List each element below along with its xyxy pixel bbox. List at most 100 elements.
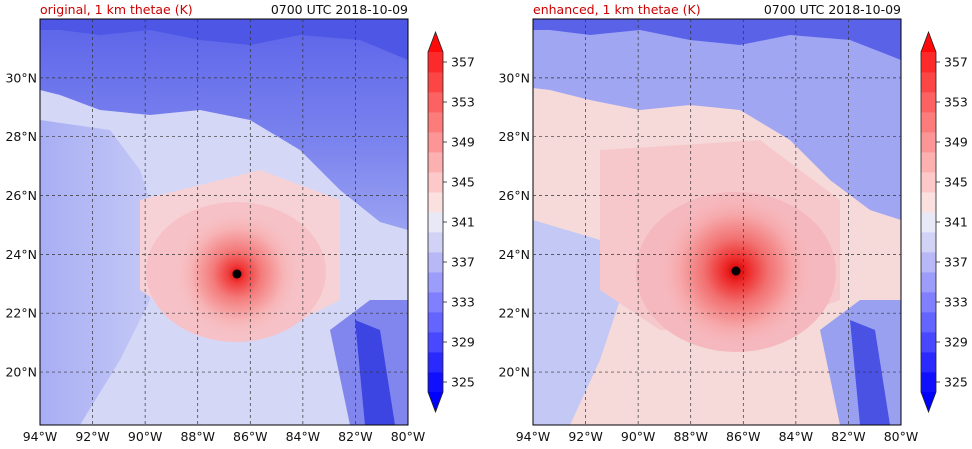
colorbar-segment [428, 112, 443, 133]
colorbar-segment [428, 192, 443, 213]
panel-title-right: 0700 UTC 2018-10-09 [764, 2, 901, 17]
colorbar-segment [428, 372, 443, 393]
colorbar-tick-label: 333 [944, 295, 968, 310]
colorbar-tick-label: 337 [944, 255, 968, 270]
colorbar-tick-label: 353 [451, 95, 475, 110]
colorbar-segment [921, 152, 936, 173]
lon-tick-label: 90°W [621, 429, 656, 444]
colorbar-extend-max [428, 32, 443, 52]
lon-tick-label: 88°W [180, 429, 215, 444]
map-panel-original: original, 1 km thetae (K) 0700 UTC 2018-… [5, 2, 425, 444]
colorbar-segment [428, 232, 443, 253]
colorbar-segment [428, 92, 443, 113]
lon-tick-label: 86°W [233, 429, 268, 444]
colorbar-segment [428, 312, 443, 333]
colorbar-segment [921, 352, 936, 373]
colorbar-outline [427, 30, 444, 414]
lat-tick-label: 22°N [5, 306, 37, 321]
lon-tick-label: 80°W [884, 429, 919, 444]
colorbar-tick-label: 329 [451, 335, 475, 350]
lon-tick-label: 94°W [516, 429, 551, 444]
lon-tick-label: 82°W [338, 429, 373, 444]
lat-tick-label: 26°N [5, 188, 37, 203]
colorbar-tick-label: 325 [451, 375, 475, 390]
graticule [40, 19, 408, 425]
colorbar-segment [921, 92, 936, 113]
colorbar-tick-label: 345 [451, 175, 475, 190]
graticule [533, 19, 901, 425]
map-frame [39, 18, 409, 426]
colorbar-segment [428, 132, 443, 153]
map-frame [532, 18, 902, 426]
map-panel-enhanced: enhanced, 1 km thetae (K) 0700 UTC 2018-… [498, 2, 918, 444]
colorbar-segment [921, 292, 936, 313]
lon-tick-label: 90°W [128, 429, 163, 444]
colorbar-extend-min [428, 392, 443, 412]
colorbar-segment [428, 172, 443, 193]
colorbar-segment [921, 212, 936, 233]
colorbar-segment [428, 352, 443, 373]
lon-tick-label: 80°W [391, 429, 426, 444]
colorbar-enhanced: 325 329 333 337 341 345 349 353 357 [920, 30, 968, 414]
lat-tick-label: 20°N [5, 365, 37, 380]
lon-tick-label: 88°W [673, 429, 708, 444]
lat-tick-label: 20°N [498, 365, 530, 380]
colorbar-outline [920, 30, 937, 414]
colorbar-segment [428, 152, 443, 173]
colorbar-segment [921, 232, 936, 253]
colorbar-segment [921, 72, 936, 93]
colorbar-segment [921, 272, 936, 293]
lat-tick-label: 22°N [498, 306, 530, 321]
lon-tick-label: 92°W [568, 429, 603, 444]
lon-tick-label: 82°W [831, 429, 866, 444]
lon-tick-label: 86°W [726, 429, 761, 444]
lat-tick-label: 28°N [5, 129, 37, 144]
colorbar-segment [428, 292, 443, 313]
colorbar-segment [921, 372, 936, 393]
colorbar-tick-label: 349 [451, 135, 475, 150]
colorbar-segment [921, 192, 936, 213]
colorbar-original: 325 329 333 337 341 345 349 353 357 [427, 30, 475, 414]
panel-title-right: 0700 UTC 2018-10-09 [271, 2, 408, 17]
colorbar-segment [428, 72, 443, 93]
panel-title-left: enhanced, 1 km thetae (K) [533, 2, 701, 17]
axis-ticks: 94°W 92°W 90°W 88°W 86°W 84°W 82°W 80°W 20°N 22°N… [5, 70, 425, 444]
colorbar-extend-max [921, 32, 936, 52]
thetae-field [533, 19, 901, 425]
lat-tick-label: 28°N [498, 129, 530, 144]
colorbar-segment [428, 212, 443, 233]
lat-tick-label: 30°N [5, 70, 37, 85]
lat-tick-label: 26°N [498, 188, 530, 203]
colorbar-tick-label: 337 [451, 255, 475, 270]
lat-tick-label: 24°N [5, 247, 37, 262]
colorbar-tick-label: 325 [944, 375, 968, 390]
colorbar-tick-label: 353 [944, 95, 968, 110]
colorbar-tick-label: 333 [451, 295, 475, 310]
colorbar-segment [921, 132, 936, 153]
colorbar-segment [428, 272, 443, 293]
lon-tick-label: 84°W [286, 429, 321, 444]
lon-tick-label: 84°W [779, 429, 814, 444]
colorbar-segment [921, 172, 936, 193]
lat-tick-label: 24°N [498, 247, 530, 262]
colorbar-segment [921, 52, 936, 73]
lat-tick-label: 30°N [498, 70, 530, 85]
colorbar-tick-label: 357 [451, 55, 475, 70]
axis-ticks: 94°W 92°W 90°W 88°W 86°W 84°W 82°W 80°W 20°N 22°N… [498, 70, 918, 444]
colorbar-segment [428, 52, 443, 73]
colorbar-tick-label: 357 [944, 55, 968, 70]
colorbar-segment [921, 112, 936, 133]
colorbar-tick-label: 349 [944, 135, 968, 150]
colorbar-segment [921, 312, 936, 333]
colorbar-tick-label: 341 [451, 215, 475, 230]
colorbar-segment [921, 332, 936, 353]
colorbar-tick-label: 329 [944, 335, 968, 350]
colorbar-segment [428, 252, 443, 273]
lon-tick-label: 92°W [75, 429, 110, 444]
lon-tick-label: 94°W [23, 429, 58, 444]
colorbar-tick-label: 341 [944, 215, 968, 230]
panel-title-left: original, 1 km thetae (K) [40, 2, 193, 17]
colorbar-extend-min [921, 392, 936, 412]
colorbar-tick-label: 345 [944, 175, 968, 190]
